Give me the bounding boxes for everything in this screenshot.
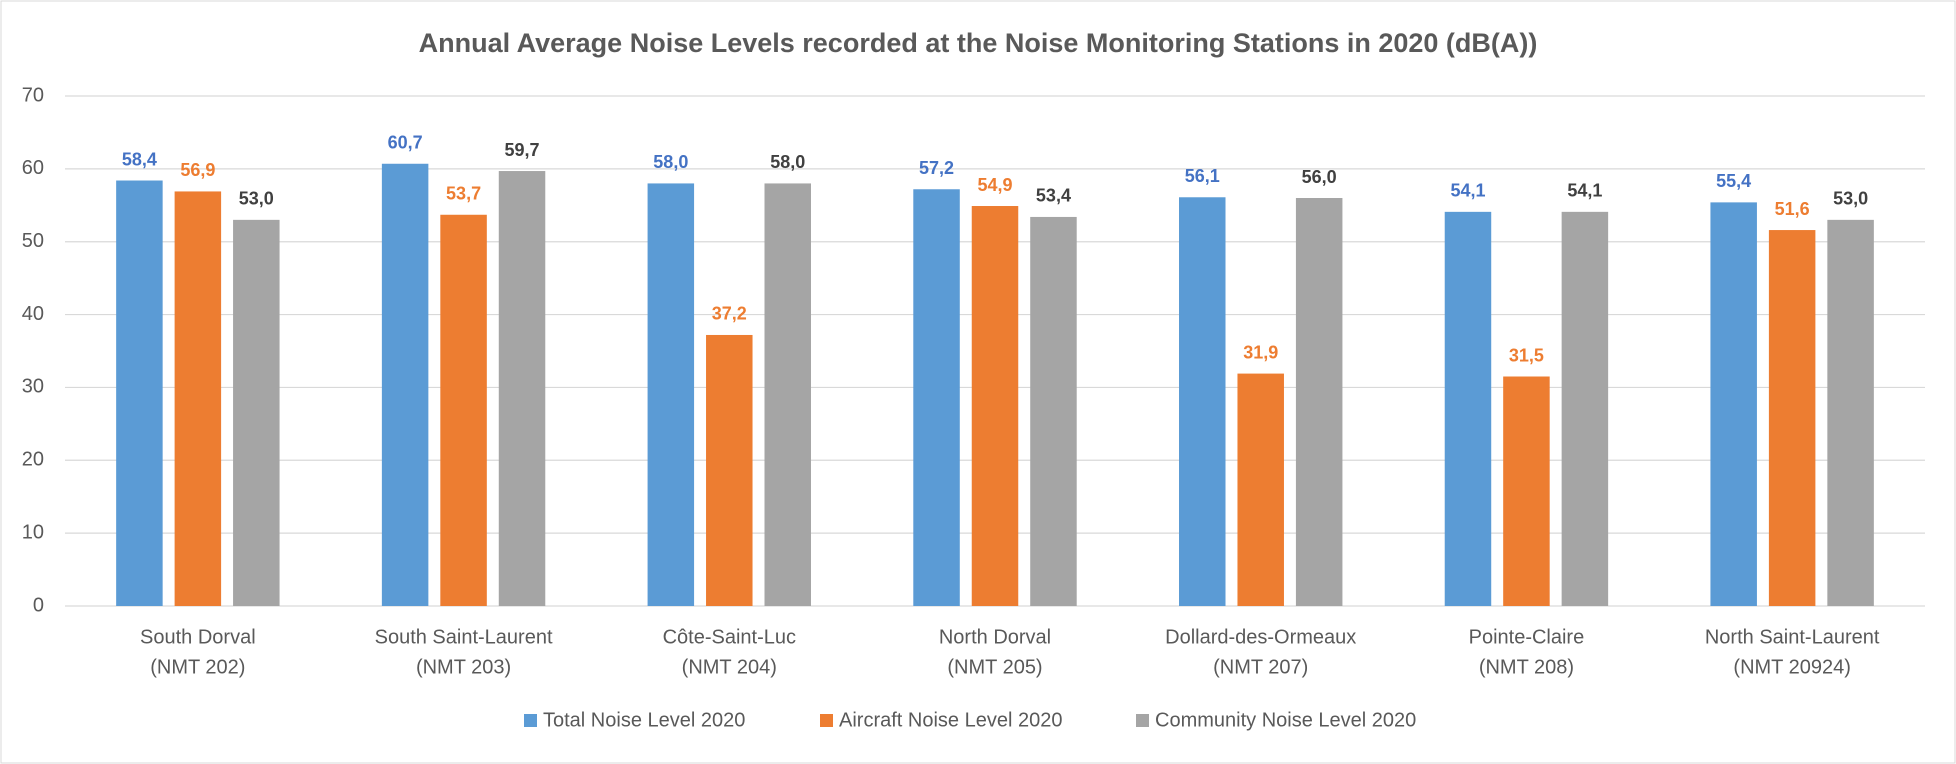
- x-tick-label: (NMT 204): [682, 656, 777, 678]
- bar: [174, 191, 222, 606]
- bar: [764, 183, 811, 606]
- x-tick-label: Pointe-Claire: [1469, 626, 1585, 648]
- data-label: 53,4: [1036, 186, 1071, 206]
- x-tick-label: Dollard-des-Ormeaux: [1165, 626, 1356, 648]
- legend-swatch: [1136, 714, 1149, 727]
- data-label: 56,9: [180, 160, 215, 180]
- legend-label: Total Noise Level 2020: [543, 709, 745, 731]
- x-tick-label: (NMT 202): [150, 656, 245, 678]
- data-label: 56,0: [1302, 167, 1337, 187]
- x-tick-label: North Dorval: [939, 626, 1051, 648]
- bar: [1561, 211, 1609, 607]
- y-tick-label: 60: [22, 157, 44, 179]
- y-tick-label: 50: [22, 230, 44, 252]
- data-label: 51,6: [1775, 199, 1810, 219]
- x-tick-label: South Dorval: [140, 626, 256, 648]
- data-label: 53,0: [239, 189, 274, 209]
- x-tick-label: South Saint-Laurent: [375, 626, 553, 648]
- data-label: 31,9: [1243, 342, 1278, 362]
- data-label: 60,7: [388, 133, 423, 153]
- data-label: 55,4: [1716, 171, 1751, 191]
- bar: [706, 334, 753, 606]
- data-label: 53,7: [446, 184, 481, 204]
- legend-swatch: [524, 714, 537, 727]
- bar: [1030, 216, 1077, 606]
- x-tick-label: (NMT 207): [1213, 656, 1308, 678]
- data-label: 54,9: [977, 175, 1012, 195]
- data-label: 31,5: [1509, 345, 1544, 365]
- y-tick-label: 40: [22, 303, 44, 325]
- legend-swatch: [820, 714, 833, 727]
- data-label: 37,2: [712, 304, 747, 324]
- bar: [1503, 376, 1550, 606]
- x-tick-label: (NMT 203): [416, 656, 511, 678]
- bar: [913, 189, 960, 606]
- bar: [647, 183, 695, 606]
- x-tick-label: (NMT 205): [947, 656, 1042, 678]
- data-label: 54,1: [1450, 181, 1485, 201]
- data-label: 58,4: [122, 149, 157, 169]
- bar: [1827, 219, 1874, 606]
- bar: [1768, 230, 1816, 607]
- x-tick-label: Côte-Saint-Luc: [663, 626, 796, 648]
- bar: [1444, 211, 1492, 607]
- bar: [233, 219, 280, 606]
- data-label: 56,1: [1185, 166, 1220, 186]
- bar: [971, 206, 1019, 606]
- x-tick-label: (NMT 20924): [1733, 656, 1850, 678]
- y-tick-label: 10: [22, 521, 44, 543]
- data-label: 59,7: [505, 140, 540, 160]
- bar: [381, 163, 429, 606]
- bar: [1295, 198, 1343, 606]
- data-label: 57,2: [919, 158, 954, 178]
- legend-label: Aircraft Noise Level 2020: [839, 709, 1062, 731]
- bar: [1237, 373, 1284, 606]
- y-tick-label: 0: [33, 594, 44, 616]
- y-tick-label: 70: [22, 84, 44, 106]
- data-label: 58,0: [653, 152, 688, 172]
- bar: [498, 171, 546, 607]
- bar: [116, 180, 163, 606]
- data-label: 53,0: [1833, 189, 1868, 209]
- bar: [440, 214, 487, 606]
- data-label: 58,0: [770, 152, 805, 172]
- y-tick-label: 30: [22, 376, 44, 398]
- data-label: 54,1: [1567, 181, 1602, 201]
- chart-title: Annual Average Noise Levels recorded at …: [419, 28, 1538, 58]
- x-tick-label: North Saint-Laurent: [1705, 626, 1880, 648]
- x-tick-label: (NMT 208): [1479, 656, 1574, 678]
- legend-label: Community Noise Level 2020: [1155, 709, 1416, 731]
- bar: [1179, 197, 1226, 606]
- bar: [1710, 202, 1757, 606]
- y-tick-label: 20: [22, 449, 44, 471]
